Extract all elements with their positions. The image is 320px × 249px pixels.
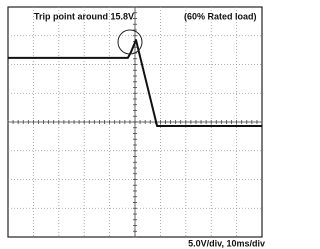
chart: Trip point around 15.8V (60% Rated load)…	[0, 0, 266, 249]
page: Trip point around 15.8V (60% Rated load)…	[0, 0, 266, 249]
scale-label: 5.0V/div, 10ms/div	[188, 238, 265, 248]
chart-title: Trip point around 15.8V	[34, 11, 134, 21]
chart-subtitle: (60% Rated load)	[184, 11, 257, 21]
